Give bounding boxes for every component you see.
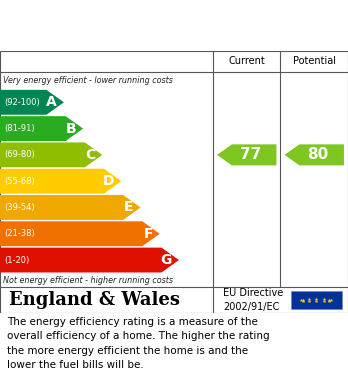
Text: A: A [46,95,57,109]
Text: B: B [65,122,76,136]
Text: (55-68): (55-68) [4,177,35,186]
Text: D: D [103,174,114,188]
Text: Potential: Potential [293,56,336,66]
Text: G: G [160,253,172,267]
Text: (21-38): (21-38) [4,229,35,238]
Polygon shape [285,144,344,165]
Text: (39-54): (39-54) [4,203,35,212]
Text: 77: 77 [239,147,261,162]
Text: England & Wales: England & Wales [9,291,180,309]
Text: The energy efficiency rating is a measure of the
overall efficiency of a home. T: The energy efficiency rating is a measur… [7,317,270,370]
Polygon shape [0,90,64,115]
Text: C: C [85,148,95,162]
Text: Current: Current [228,56,265,66]
Text: F: F [143,227,153,241]
Text: (69-80): (69-80) [4,151,35,160]
Text: EU Directive
2002/91/EC: EU Directive 2002/91/EC [223,288,284,312]
Polygon shape [0,169,121,194]
Polygon shape [0,248,179,273]
Polygon shape [0,195,141,220]
Text: (81-91): (81-91) [4,124,35,133]
Polygon shape [217,144,276,165]
Text: (1-20): (1-20) [4,256,30,265]
Text: Energy Efficiency Rating: Energy Efficiency Rating [10,18,220,33]
Text: E: E [124,201,134,214]
Text: Very energy efficient - lower running costs: Very energy efficient - lower running co… [3,76,173,85]
Bar [291,291,342,309]
Polygon shape [0,221,160,246]
Text: Not energy efficient - higher running costs: Not energy efficient - higher running co… [3,276,174,285]
Polygon shape [0,116,83,141]
Polygon shape [0,142,102,167]
Text: 80: 80 [307,147,329,162]
Text: (92-100): (92-100) [4,98,40,107]
